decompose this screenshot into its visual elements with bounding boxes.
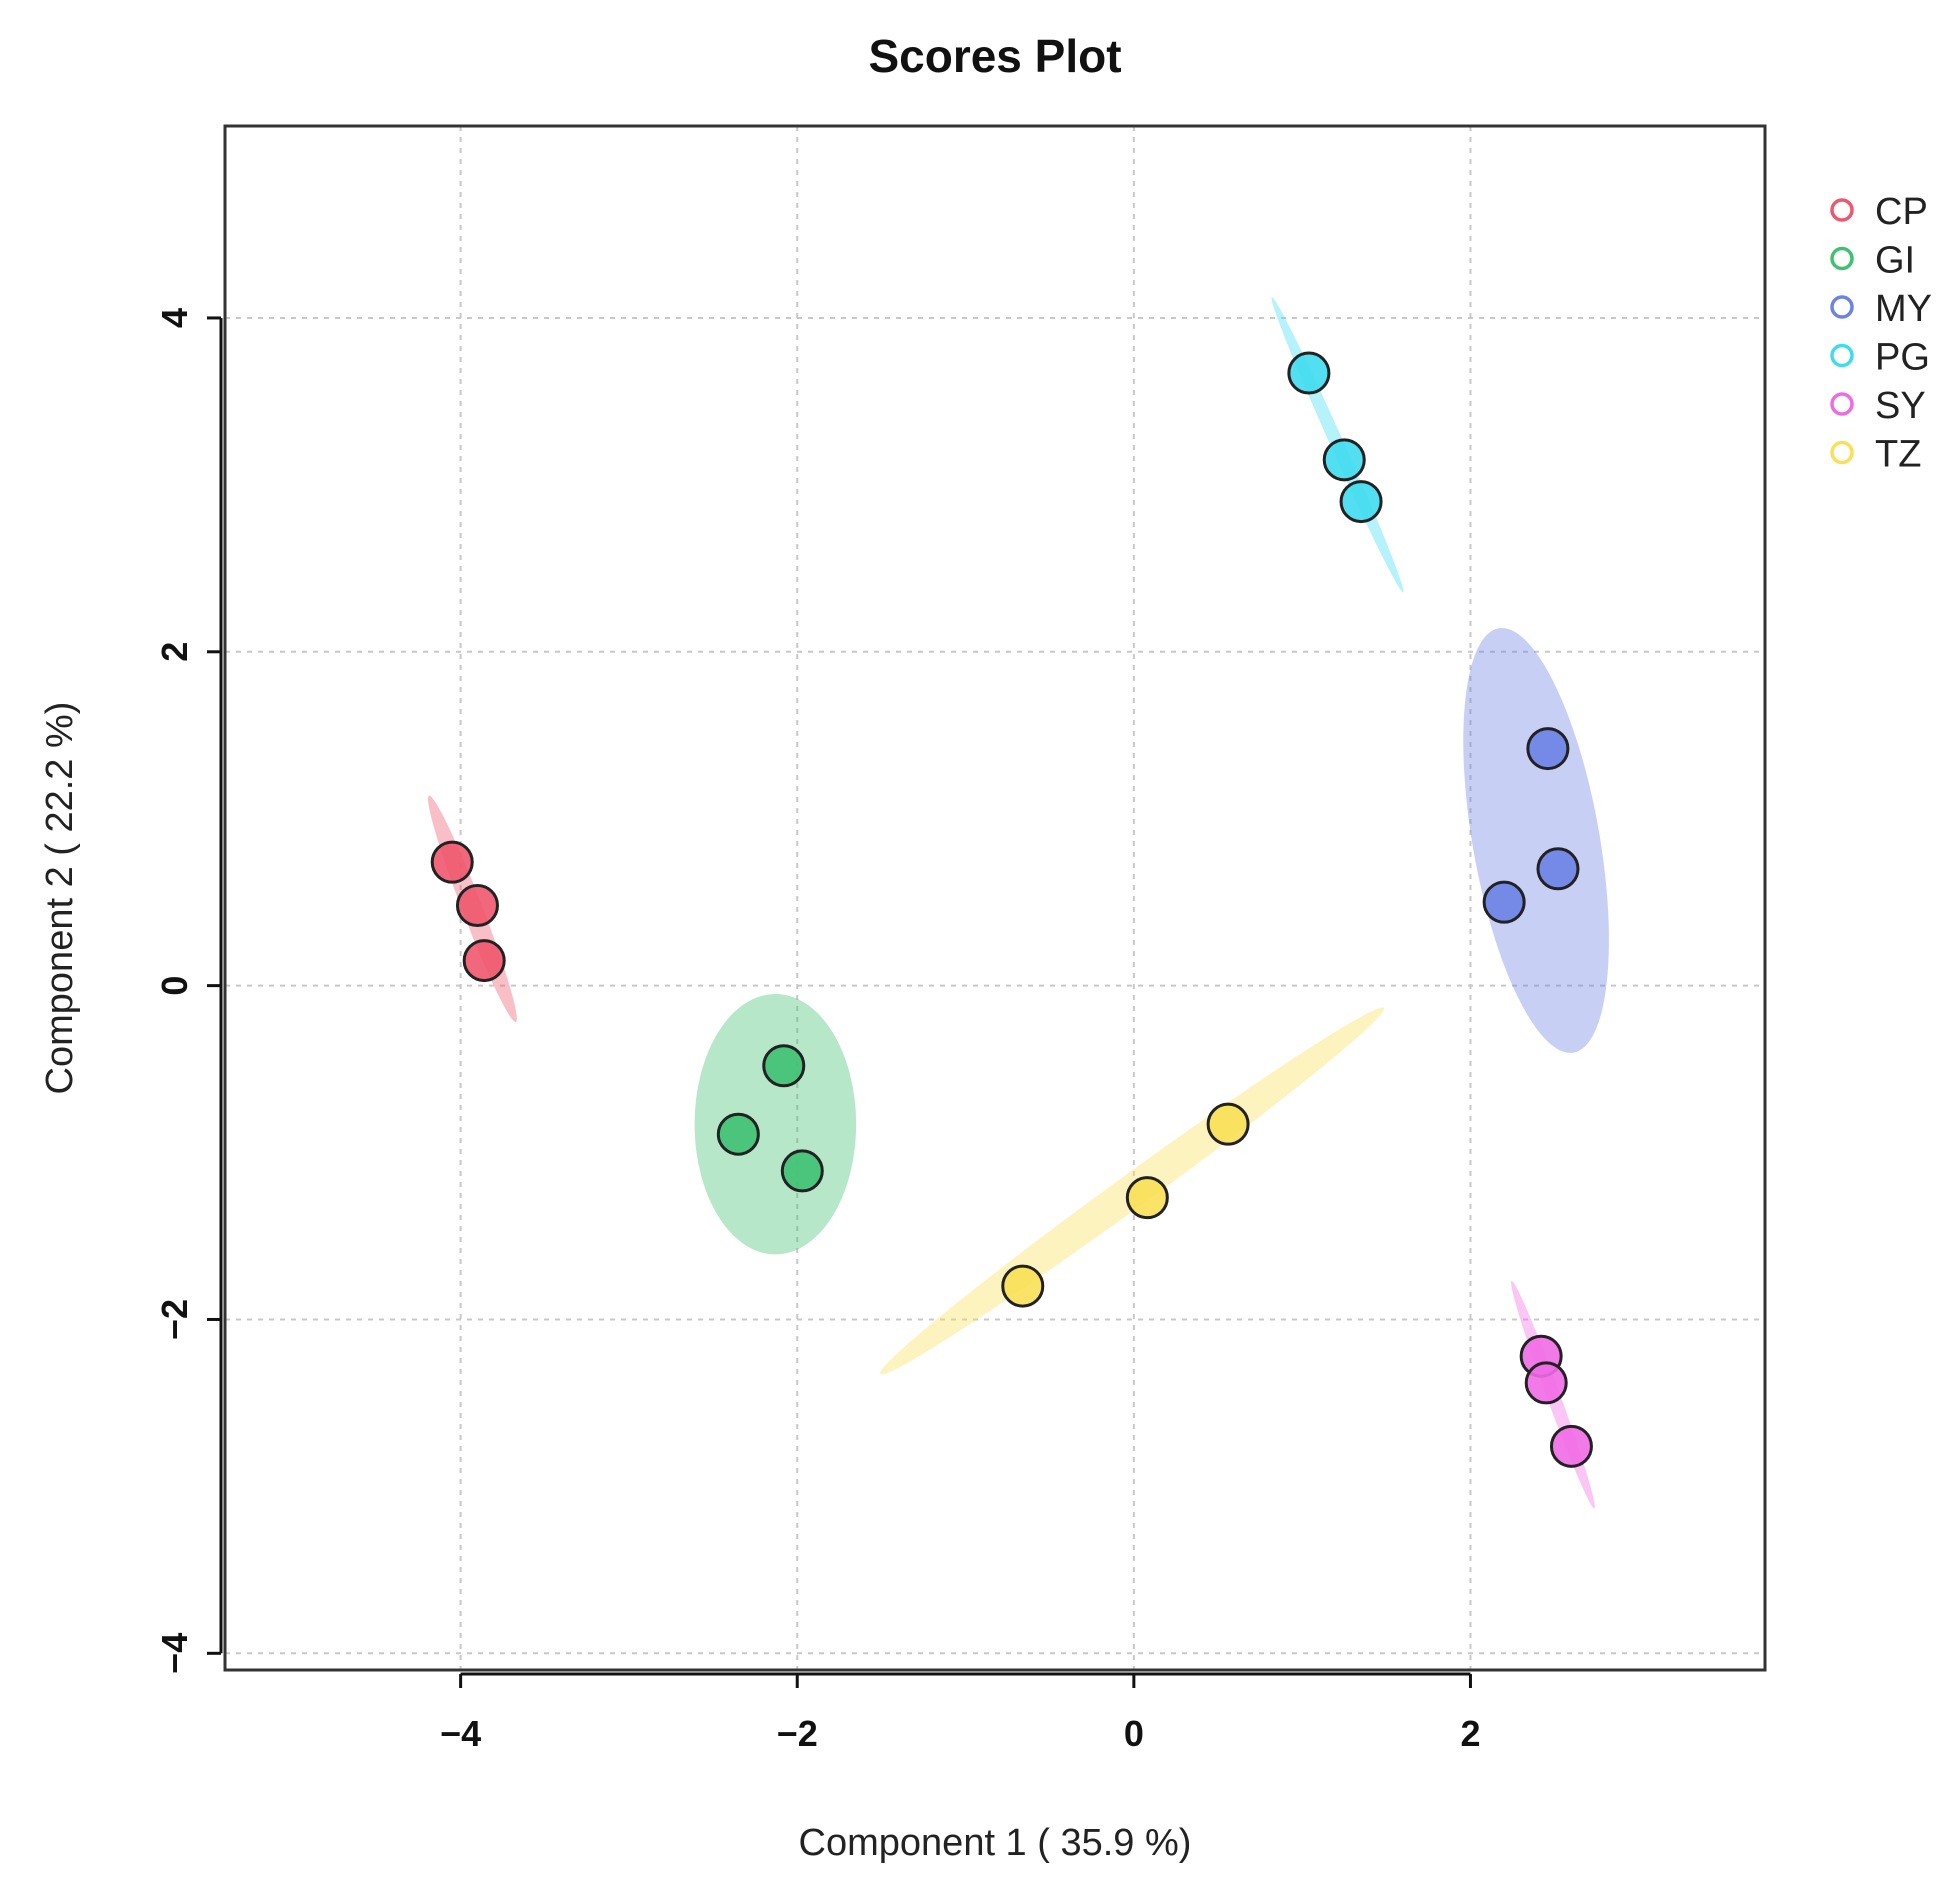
- point-pg: [1287, 351, 1331, 395]
- legend-marker-sy: [1830, 392, 1854, 416]
- point-my: [1482, 880, 1526, 924]
- legend-marker-gi: [1830, 246, 1854, 271]
- legend-marker-tz: [1830, 440, 1854, 465]
- point-my: [1536, 847, 1580, 891]
- point-sy: [1524, 1361, 1568, 1405]
- x-tick-label: −4: [440, 1713, 481, 1754]
- chart-title: Scores Plot: [868, 30, 1121, 82]
- point-sy: [1549, 1424, 1593, 1468]
- legend-marker-cp: [1830, 198, 1854, 222]
- legend-label-my: MY: [1875, 288, 1932, 330]
- point-pg: [1339, 480, 1383, 524]
- point-pg: [1322, 438, 1366, 482]
- x-axis: −4 −2 0 2: [440, 1672, 1480, 1754]
- x-axis-label: Component 1 ( 35.9 %): [799, 1822, 1192, 1864]
- grid: [225, 126, 1765, 1670]
- point-tz: [1206, 1102, 1250, 1146]
- point-cp: [455, 884, 499, 928]
- x-tick-label: −2: [777, 1713, 818, 1754]
- y-tick-label: −2: [154, 1299, 195, 1340]
- legend: CP GI MY PG SY TZ: [1830, 191, 1932, 476]
- point-cp: [430, 840, 474, 884]
- legend-label-pg: PG: [1875, 337, 1930, 379]
- legend-label-gi: GI: [1875, 240, 1915, 282]
- legend-marker-pg: [1830, 343, 1854, 368]
- point-gi: [762, 1044, 806, 1088]
- ellipse-gi: [694, 993, 857, 1255]
- confidence-ellipses: [427, 297, 1609, 1509]
- x-tick-label: 0: [1124, 1713, 1144, 1754]
- legend-label-cp: CP: [1875, 191, 1928, 233]
- point-gi: [716, 1112, 760, 1156]
- y-tick-label: −4: [154, 1633, 195, 1674]
- legend-label-sy: SY: [1875, 385, 1926, 427]
- point-tz: [1125, 1176, 1169, 1220]
- point-cp: [462, 939, 506, 983]
- legend-label-tz: TZ: [1875, 434, 1921, 476]
- ellipse-my: [1463, 627, 1609, 1053]
- y-tick-label: 2: [154, 642, 195, 662]
- y-tick-label: 0: [154, 976, 195, 996]
- plot-frame: [223, 124, 1767, 1672]
- y-axis-label: Component 2 ( 22.2 %): [39, 702, 81, 1095]
- point-gi: [780, 1149, 824, 1193]
- legend-marker-my: [1830, 295, 1854, 319]
- score-points: [430, 351, 1593, 1468]
- x-tick-label: 2: [1460, 1713, 1480, 1754]
- y-axis: −4 −2 0 2 4: [154, 308, 223, 1674]
- point-my: [1526, 727, 1570, 771]
- point-tz: [1001, 1264, 1045, 1308]
- y-tick-label: 4: [154, 308, 195, 328]
